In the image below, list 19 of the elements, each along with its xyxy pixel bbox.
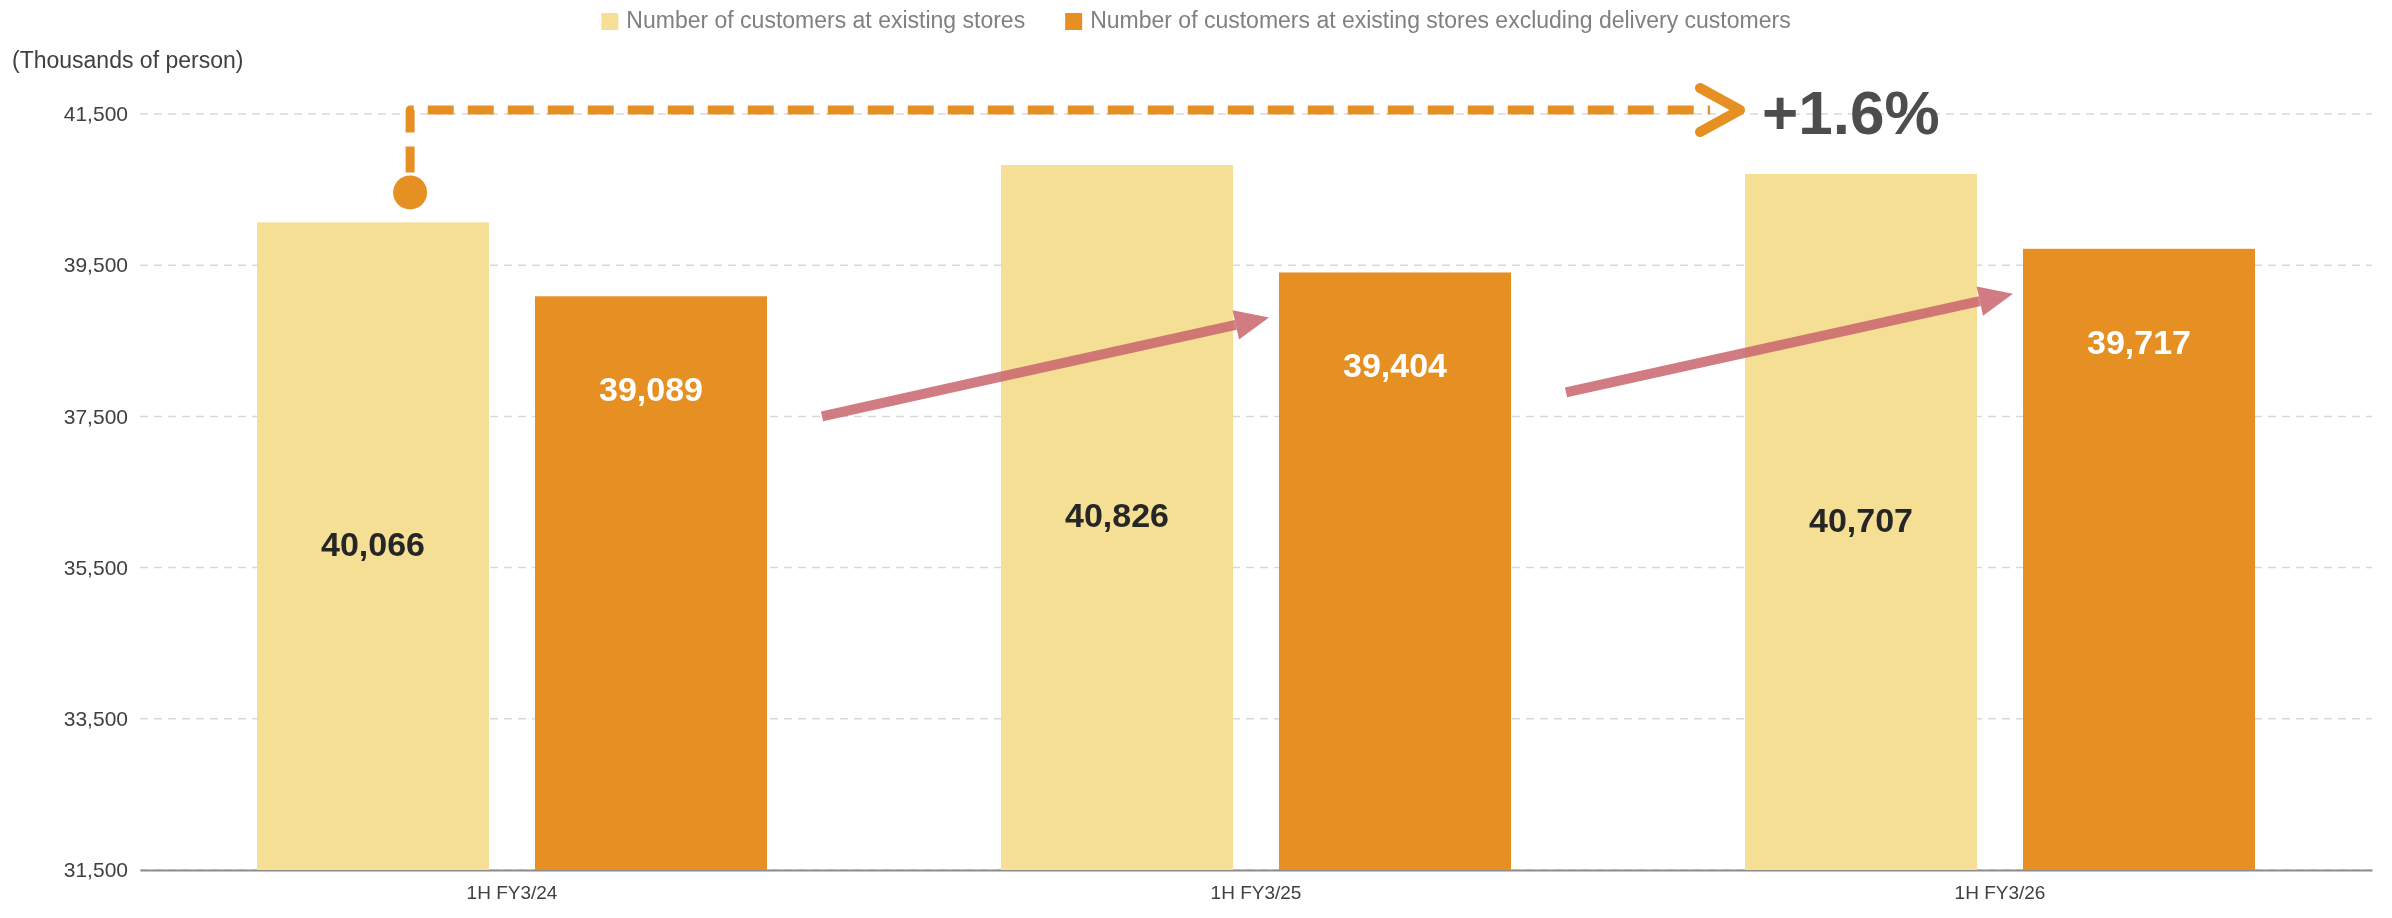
- data-label: 40,826: [1065, 496, 1169, 535]
- data-label: 39,717: [2087, 322, 2191, 361]
- y-tick-label: 37,500: [63, 404, 128, 428]
- y-axis-title: (Thousands of person): [12, 47, 244, 73]
- y-tick-label: 35,500: [63, 555, 128, 579]
- legend-label: Number of customers at existing stores excluding delivery customers: [1090, 7, 1791, 33]
- x-tick-label: 1H FY3/24: [466, 882, 558, 904]
- y-tick-label: 39,500: [63, 253, 128, 277]
- data-label: 40,707: [1809, 500, 1913, 539]
- x-tick-label: 1H FY3/25: [1210, 882, 1302, 904]
- x-tick-label: 1H FY3/26: [1954, 882, 2046, 904]
- data-label: 40,066: [321, 525, 425, 564]
- y-tick-label: 31,500: [63, 858, 128, 882]
- data-label: 39,404: [1343, 346, 1448, 385]
- legend-label: Number of customers at existing stores: [626, 7, 1026, 33]
- y-tick-label: 41,500: [63, 102, 128, 126]
- data-label: 39,089: [599, 370, 703, 409]
- y-tick-label: 33,500: [63, 707, 128, 731]
- annotation: +1.6%: [1762, 78, 1940, 147]
